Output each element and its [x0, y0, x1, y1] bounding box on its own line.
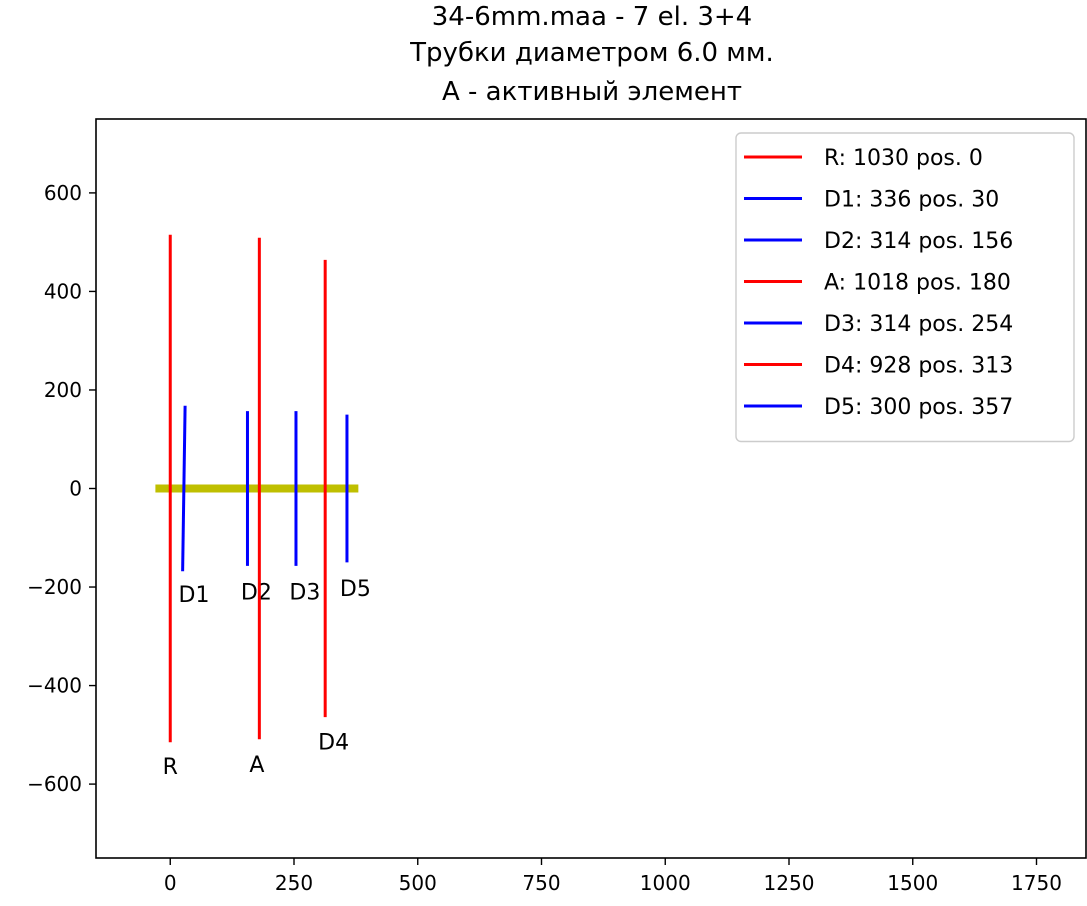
- x-tick-label: 1000: [640, 871, 691, 895]
- legend-entry-d2: D2: 314 pos. 156: [824, 229, 1013, 254]
- y-tick-label: 400: [44, 279, 82, 303]
- x-tick-label: 1750: [1011, 871, 1062, 895]
- legend-entry-d3: D3: 314 pos. 254: [824, 312, 1013, 337]
- y-tick-label: 0: [69, 477, 82, 501]
- axes: 0 250 500 750 1000 1250 1500 1750 −600 −400 −200 0 2…: [27, 118, 1087, 895]
- legend-entry-d5: D5: 300 pos. 357: [824, 395, 1013, 420]
- legend-entry-d4: D4: 928 pos. 313: [824, 354, 1013, 379]
- legend-entry-d1: D1: 336 pos. 30: [824, 188, 999, 213]
- plot-area: R D1 D2 A D3 D4 D5: [155, 234, 371, 780]
- chart-title: 34-6mm.maa - 7 el. 3+4 Трубки диаметром …: [409, 2, 774, 107]
- element-label-a: A: [249, 753, 264, 778]
- element-label-d4: D4: [318, 731, 349, 756]
- y-tick-label: −400: [27, 674, 82, 698]
- element-label-d5: D5: [340, 577, 371, 602]
- y-tick-label: −600: [27, 772, 82, 796]
- y-tick-label: −200: [27, 575, 82, 599]
- x-tick-label: 250: [275, 871, 313, 895]
- element-line-d1: [181, 405, 187, 572]
- legend-box: [735, 132, 1075, 443]
- legend-entry-a: A: 1018 pos. 180: [824, 271, 1011, 296]
- y-tick-label: 200: [44, 378, 82, 402]
- x-tick-label: 1500: [887, 871, 938, 895]
- title-line-2: Трубки диаметром 6.0 мм.: [409, 38, 774, 68]
- x-tick-label: 0: [164, 871, 177, 895]
- x-tick-label: 1250: [764, 871, 815, 895]
- x-tick-label: 500: [399, 871, 437, 895]
- element-label-d3: D3: [289, 580, 320, 605]
- title-line-3: A - активный элемент: [442, 77, 742, 107]
- legend: R: 1030 pos. 0 D1: 336 pos. 30 D2: 314 pos…: [735, 132, 1075, 443]
- x-tick-label: 750: [522, 871, 560, 895]
- element-label-r: R: [163, 755, 178, 780]
- element-label-d2: D2: [241, 580, 272, 605]
- element-label-d1: D1: [179, 583, 210, 608]
- title-line-1: 34-6mm.maa - 7 el. 3+4: [432, 2, 752, 32]
- y-tick-label: 600: [44, 181, 82, 205]
- legend-entry-r: R: 1030 pos. 0: [824, 146, 983, 171]
